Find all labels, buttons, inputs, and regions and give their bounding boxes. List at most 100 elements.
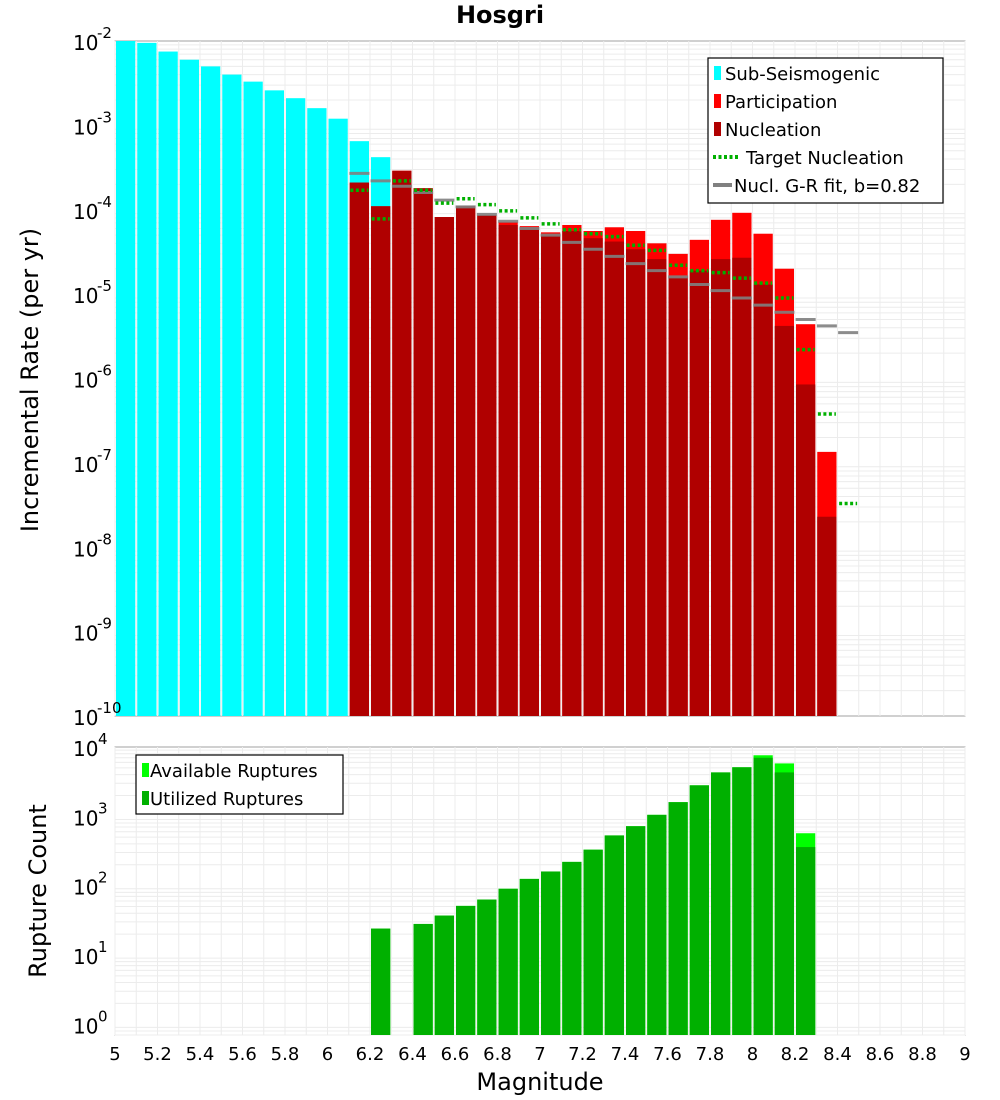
legend-target-nucleation: Target Nucleation — [745, 148, 904, 169]
rate-y-tick-label: 10 — [73, 706, 98, 730]
count-y-tick-label: 10 — [73, 945, 98, 969]
nucleation-bar — [796, 384, 816, 716]
nucleation-bar — [392, 170, 412, 716]
utilized-ruptures-bar — [519, 878, 539, 1035]
utilized-ruptures-bar — [647, 814, 667, 1035]
rate-y-tick-exponent: -10 — [97, 699, 122, 717]
utilized-ruptures-bar — [626, 826, 646, 1035]
x-tick-label: 8.6 — [866, 1044, 895, 1065]
x-tick-label: 5.4 — [186, 1044, 215, 1065]
nucleation-bar — [583, 238, 603, 716]
count-y-tick-exponent: 0 — [98, 1007, 108, 1025]
nucleation-bar — [477, 215, 497, 717]
rate-y-tick-label: 10 — [73, 453, 98, 477]
x-tick-label: 8.4 — [823, 1044, 852, 1065]
utilized-ruptures-bar — [583, 849, 603, 1035]
nucleation-bar — [562, 230, 582, 716]
rate-legend: Sub-Seismogenic Participation Nucleation… — [707, 57, 944, 204]
utilized-ruptures-bar — [668, 802, 688, 1035]
x-tick-label: 7 — [534, 1044, 545, 1065]
rate-y-tick-exponent: -9 — [97, 615, 112, 633]
utilized-ruptures-bar — [498, 888, 518, 1035]
x-tick-label: 8.8 — [908, 1044, 937, 1065]
count-legend: Available Ruptures Utilized Ruptures — [135, 754, 344, 815]
count-y-tick-exponent: 3 — [98, 799, 108, 817]
sub-seismogenic-bar — [286, 98, 306, 716]
utilized-ruptures-bar — [711, 772, 731, 1035]
sub-seismogenic-bar — [328, 118, 348, 716]
legend-gr-fit: Nucl. G-R fit, b=0.82 — [734, 176, 920, 197]
count-y-tick-label: 10 — [73, 806, 98, 830]
sub-seismogenic-bar — [179, 59, 199, 716]
nucleation-bar — [456, 206, 476, 716]
rate-y-tick-label: 10 — [73, 622, 98, 646]
x-tick-label: 8 — [747, 1044, 758, 1065]
nucleation-bar — [817, 516, 837, 716]
sub-seismogenic-bar — [307, 108, 327, 717]
rate-y-tick-label: 10 — [73, 31, 98, 55]
count-y-tick-exponent: 2 — [98, 869, 108, 887]
nucleation-bar — [413, 188, 433, 717]
x-tick-label: 6 — [322, 1044, 333, 1065]
nucleation-bar — [753, 284, 773, 716]
nucleation-bar — [774, 325, 794, 716]
x-tick-label: 5.6 — [228, 1044, 257, 1065]
nucleation-bar — [689, 270, 709, 716]
count-y-tick-exponent: 4 — [98, 730, 108, 748]
legend-participation: Participation — [725, 92, 837, 113]
utilized-ruptures-bar — [796, 847, 816, 1035]
utilized-ruptures-bar — [477, 899, 497, 1035]
rate-y-axis-label: Incremental Rate (per yr) — [16, 228, 44, 532]
x-axis-label: Magnitude — [476, 1068, 603, 1096]
legend-swatch-nucleation — [714, 122, 721, 136]
x-tick-label: 8.2 — [781, 1044, 810, 1065]
legend-nucleation: Nucleation — [725, 120, 821, 141]
legend-available-ruptures: Available Ruptures — [150, 761, 318, 782]
nucleation-bar — [732, 257, 752, 716]
rate-y-tick-label: 10 — [73, 115, 98, 139]
rate-y-tick-exponent: -7 — [97, 446, 112, 464]
count-y-axis-label: Rupture Count — [24, 804, 52, 978]
legend-swatch-utilized — [142, 791, 149, 805]
nucleation-bar — [626, 249, 646, 716]
sub-seismogenic-bar — [116, 41, 136, 716]
utilized-ruptures-bar — [732, 767, 752, 1035]
sub-seismogenic-bar — [222, 74, 242, 717]
x-tick-label: 6.6 — [441, 1044, 470, 1065]
rate-y-tick-label: 10 — [73, 284, 98, 308]
nucleation-bar — [668, 276, 688, 716]
sub-seismogenic-bar — [137, 42, 157, 716]
utilized-ruptures-bar — [541, 871, 561, 1035]
legend-sub-seismogenic: Sub-Seismogenic — [725, 64, 880, 85]
nucleation-bar — [604, 241, 624, 717]
chart-title: Hosgri — [456, 1, 544, 29]
x-tick-label: 5.2 — [143, 1044, 172, 1065]
x-tick-label: 7.8 — [696, 1044, 725, 1065]
x-tick-label: 5.8 — [271, 1044, 300, 1065]
legend-swatch-available — [142, 763, 149, 777]
utilized-ruptures-bar — [689, 785, 709, 1035]
utilized-ruptures-bar — [456, 905, 476, 1035]
nucleation-bar — [371, 206, 391, 716]
rate-y-tick-exponent: -8 — [97, 530, 112, 548]
utilized-ruptures-bar — [413, 923, 433, 1035]
rate-y-tick-exponent: -6 — [97, 362, 112, 380]
rate-y-tick-exponent: -5 — [97, 277, 112, 295]
nucleation-bar — [349, 182, 369, 716]
utilized-ruptures-bar — [434, 915, 454, 1035]
rate-y-tick-label: 10 — [73, 537, 98, 561]
count-y-tick-exponent: 1 — [98, 938, 108, 956]
x-tick-label: 7.4 — [611, 1044, 640, 1065]
nucleation-bar — [519, 228, 539, 716]
utilized-ruptures-bar — [753, 757, 773, 1035]
rate-y-tick-label: 10 — [73, 200, 98, 224]
x-tick-label: 6.4 — [398, 1044, 427, 1065]
x-tick-label: 6.2 — [356, 1044, 385, 1065]
x-tick-label: 7.6 — [653, 1044, 682, 1065]
x-tick-label: 7.2 — [568, 1044, 597, 1065]
sub-seismogenic-bar — [264, 90, 284, 716]
sub-seismogenic-bar — [243, 81, 263, 717]
nucleation-bar — [498, 224, 518, 716]
nucleation-bar — [541, 235, 561, 716]
